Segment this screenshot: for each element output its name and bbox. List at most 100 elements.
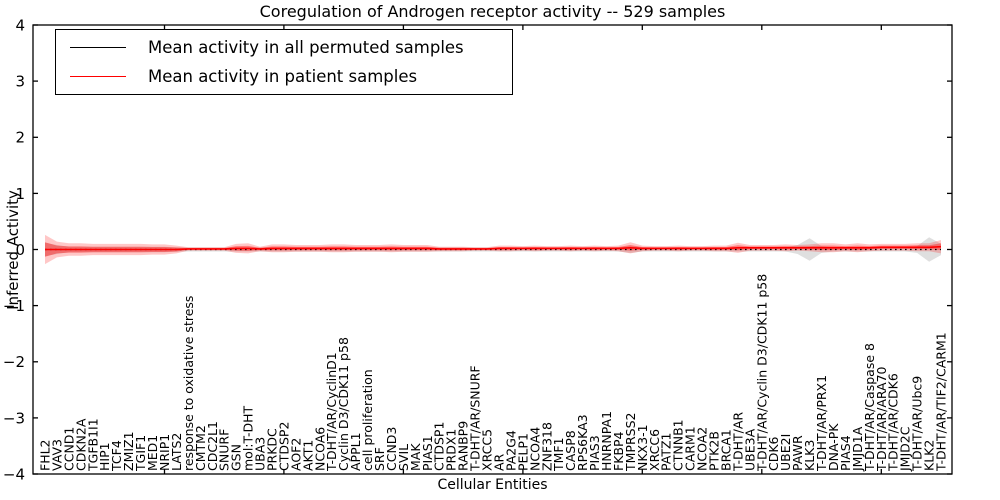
- x-tick-label: AKT1: [300, 440, 315, 471]
- x-tick-label: NCOA6: [312, 427, 327, 471]
- x-tick-label: PRKDC: [265, 428, 280, 471]
- x-tick-label: ZNF318: [539, 422, 554, 471]
- permuted-std-band: [45, 237, 941, 262]
- x-tick-label: CDKN2A: [73, 418, 88, 471]
- x-tick-label: MAK: [408, 443, 423, 471]
- y-tick-label: −2: [3, 353, 25, 371]
- x-tick-label: PELP1: [515, 433, 530, 471]
- y-tick-label: −1: [3, 297, 25, 315]
- x-tick-label: T-DHT/AR/Caspase 8: [862, 343, 877, 472]
- x-tick-label: mol:T-DHT: [241, 405, 256, 471]
- chart-title: Coregulation of Androgen receptor activi…: [259, 2, 726, 21]
- x-tick-label: PAWR: [790, 435, 805, 471]
- x-tick-label: AOF2: [288, 438, 303, 471]
- patient-std-band-inner: [45, 242, 941, 257]
- x-tick-label: PIAS3: [587, 435, 602, 471]
- x-tick-label: CTDSP1: [432, 422, 447, 471]
- x-tick-label: CMTM2: [193, 425, 208, 471]
- patient-std-band-outer: [45, 234, 941, 265]
- x-tick-label: T-DHT/AR/TIF2/CARM1: [934, 332, 949, 472]
- x-tick-label: PA2G4: [503, 430, 518, 471]
- x-tick-label: APPL1: [348, 432, 363, 471]
- x-tick-label: GSN: [229, 444, 244, 471]
- x-tick-label: cell proliferation: [360, 369, 375, 471]
- legend: Mean activity in all permuted samples Me…: [55, 29, 513, 95]
- y-tick-label: 0: [15, 241, 25, 259]
- x-tick-label: RPS6KA3: [575, 414, 590, 471]
- x-tick-label: T-DHT/AR/Cyclin D3/CDK11 p58: [754, 274, 769, 472]
- x-tick-label: response to oxidative stress: [181, 296, 196, 471]
- x-tick-label: PATZ1: [659, 433, 674, 471]
- x-tick-label: T-DHT/AR/CyclinD1: [324, 352, 339, 472]
- x-tick-label: SRF: [372, 447, 387, 471]
- x-tick-label: UBE2I: [778, 434, 793, 471]
- x-tick-label: PIAS4: [838, 435, 853, 471]
- x-tick-label: BRCA1: [719, 429, 734, 471]
- x-tick-label: T-DHT/AR: [730, 412, 745, 472]
- x-tick-label: T-DHT/AR/ARA70: [874, 366, 889, 472]
- legend-label-permuted: Mean activity in all permuted samples: [148, 37, 464, 57]
- x-tick-label: CCND3: [384, 427, 399, 471]
- x-tick-label: CTNNB1: [671, 419, 686, 471]
- legend-label-patient: Mean activity in patient samples: [148, 67, 418, 87]
- x-tick-label: LATS2: [169, 433, 184, 471]
- x-tick-label: DNA-PK: [826, 423, 841, 471]
- x-tick-label: Cyclin D3/CDK11 p58: [336, 337, 351, 471]
- x-tick-label: RANBP9: [456, 421, 471, 471]
- patient-line-swatch: [70, 76, 126, 78]
- y-tick-label: 2: [15, 129, 25, 147]
- patient-mean-line: [45, 245, 942, 251]
- x-tick-label: T-DHT/AR/SNURF: [468, 365, 483, 472]
- permuted-line-swatch: [70, 46, 126, 48]
- x-tick-label: T-DHT/AR/CDK6: [886, 373, 901, 472]
- x-tick-label: CARM1: [683, 426, 698, 471]
- x-tick-label: AR: [492, 453, 507, 471]
- y-tick-label: 4: [15, 16, 25, 34]
- x-tick-label: TGIF1: [133, 435, 148, 472]
- x-tick-label: HNRNPA1: [599, 411, 614, 471]
- x-tick-label: NKX3-1: [635, 424, 650, 471]
- x-tick-label: CTDSP2: [276, 422, 291, 471]
- x-tick-label: SNURF: [217, 429, 232, 471]
- y-tick-label: 1: [15, 185, 25, 203]
- x-tick-label: SVIL: [396, 444, 411, 471]
- x-tick-label: JMJD1A: [850, 426, 865, 472]
- x-tick-label: PRDX1: [444, 429, 459, 471]
- x-tick-label: HIP1: [97, 442, 112, 471]
- x-tick-label: UBA3: [253, 437, 268, 471]
- x-tick-label: KLK3: [802, 440, 817, 471]
- x-tick-label: TGFB1I1: [85, 418, 100, 472]
- x-tick-label: UBE3A: [742, 428, 757, 471]
- x-tick-label: CDC2L1: [205, 421, 220, 471]
- x-tick-label: VAV3: [49, 439, 64, 471]
- x-tick-label: PTK2B: [707, 431, 722, 471]
- x-tick-label: FKBP4: [611, 431, 626, 471]
- x-tick-label: T-DHT/AR/Ubc9: [910, 376, 925, 472]
- x-tick-label: TMF1: [551, 437, 566, 472]
- x-tick-label: NRIP1: [157, 434, 172, 471]
- x-tick-label: FHL2: [38, 439, 53, 471]
- x-tick-label: CCND1: [61, 427, 76, 471]
- x-tick-label: TMPRSS2: [623, 413, 638, 472]
- y-tick-label: −4: [3, 465, 25, 483]
- x-tick-label: NCOA4: [527, 427, 542, 471]
- x-tick-label: XRCC5: [480, 429, 495, 471]
- x-tick-label: CDK6: [766, 436, 781, 471]
- y-tick-label: −3: [3, 409, 25, 427]
- legend-item-permuted: Mean activity in all permuted samples: [70, 33, 512, 61]
- x-tick-label: TCF4: [109, 440, 124, 472]
- x-tick-label: T-DHT/AR/PRX1: [814, 375, 829, 472]
- legend-item-patient: Mean activity in patient samples: [70, 63, 512, 91]
- y-tick-label: 3: [15, 73, 25, 91]
- x-tick-label: NCOA2: [695, 427, 710, 471]
- x-tick-label: XRCC6: [647, 429, 662, 471]
- x-tick-label: KLK2: [922, 440, 937, 471]
- x-tick-label: JMJD2C: [898, 426, 913, 472]
- x-tick-label: CASP8: [563, 430, 578, 471]
- x-tick-label: PIAS1: [420, 435, 435, 471]
- x-tick-label: MED1: [145, 435, 160, 471]
- x-axis-label: Cellular Entities: [437, 477, 548, 493]
- x-tick-label: ZMIZ1: [121, 431, 136, 471]
